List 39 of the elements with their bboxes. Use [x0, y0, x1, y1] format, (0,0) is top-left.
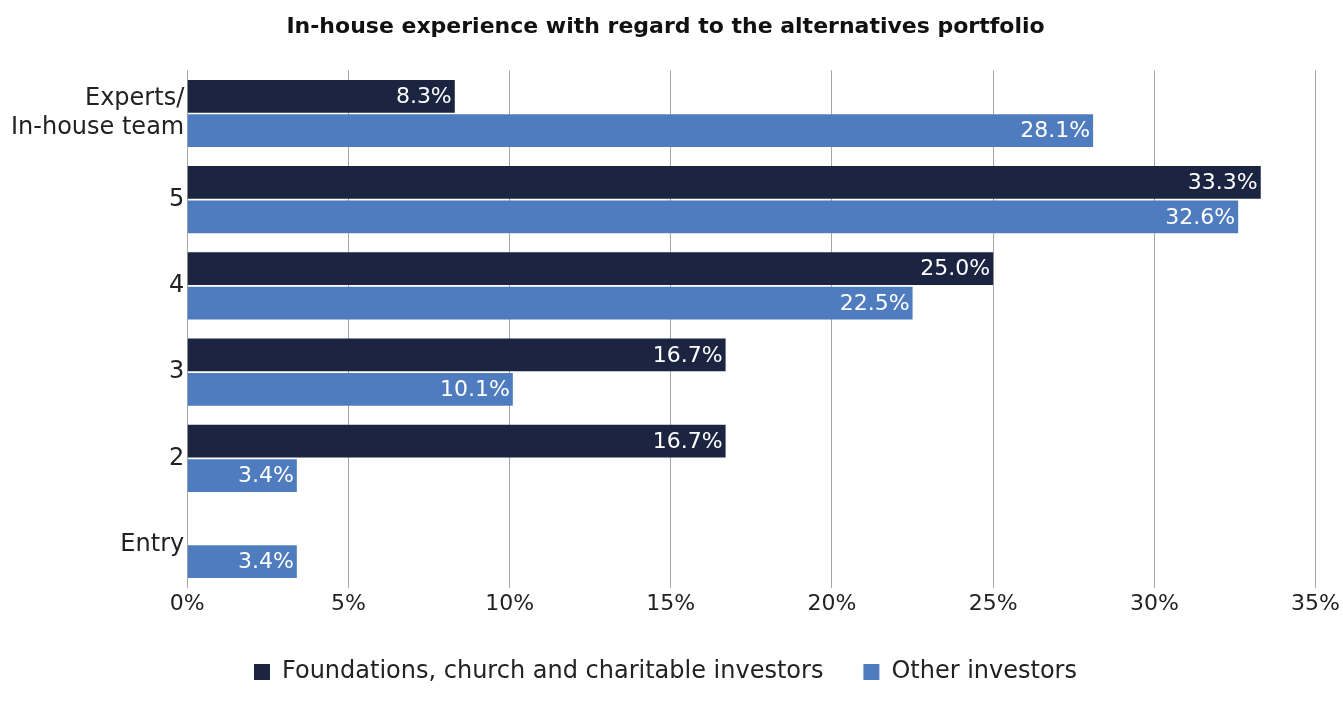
- y-tick-label: Experts/ In-house team: [11, 83, 186, 141]
- bar: [187, 286, 913, 320]
- y-tick-label: 3: [168, 356, 185, 385]
- data-label: 28.1%: [1020, 117, 1091, 143]
- y-tick-label: 5: [168, 183, 185, 212]
- x-tick-label: 20%: [807, 589, 857, 615]
- legend-label: Foundations, church and charitable investors: [282, 656, 824, 685]
- bar: [187, 166, 1261, 199]
- bar: [187, 459, 297, 492]
- bar: [187, 545, 297, 579]
- data-label: 16.7%: [652, 427, 723, 453]
- data-label: 3.4%: [237, 462, 294, 488]
- data-label: 33.3%: [1187, 169, 1258, 195]
- y-tick-label: 2: [168, 442, 185, 471]
- data-label: 16.7%: [652, 341, 723, 367]
- x-tick-label: 10%: [485, 589, 535, 615]
- bar: [187, 372, 513, 406]
- x-tick-label: 0%: [169, 589, 205, 615]
- y-tick-label: 4: [168, 270, 185, 299]
- data-label: 22.5%: [839, 289, 910, 315]
- x-tick-label: 15%: [646, 589, 696, 615]
- bar: [187, 79, 455, 113]
- x-tick-label: 5%: [330, 589, 366, 615]
- x-tick-label: 25%: [968, 589, 1018, 615]
- bar: [187, 424, 726, 458]
- y-tick-label: Entry: [120, 528, 185, 557]
- data-label: 32.6%: [1165, 203, 1236, 229]
- bar: [187, 252, 994, 286]
- chart-title: In-house experience with regard to the alternatives portfolio: [286, 12, 1045, 38]
- bar: [187, 114, 1094, 148]
- data-label: 3.4%: [237, 548, 294, 574]
- bar: [187, 200, 1239, 234]
- legend-label: Other investors: [891, 656, 1077, 685]
- x-tick-label: 35%: [1291, 589, 1340, 615]
- x-tick-label: 30%: [1129, 589, 1179, 615]
- bar: [187, 338, 726, 372]
- data-label: 10.1%: [439, 376, 510, 402]
- data-label: 25.0%: [920, 255, 991, 281]
- data-label: 8.3%: [395, 82, 452, 108]
